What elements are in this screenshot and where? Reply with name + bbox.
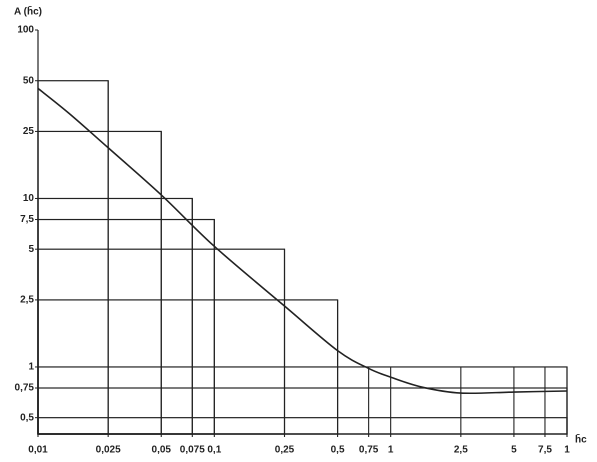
- y-tick-label: 0,75: [15, 383, 35, 394]
- y-tick-label: 0,5: [20, 412, 34, 423]
- x-tick-label: 0,1: [207, 445, 221, 456]
- x-tick-label: 0,01: [28, 445, 48, 456]
- step: [37, 197, 193, 435]
- y-tick-label: 7,5: [20, 214, 34, 225]
- step: [37, 80, 109, 435]
- x-tick-label: 0,75: [359, 445, 379, 456]
- y-tick-label: 100: [17, 25, 34, 36]
- x-tick-label: 1: [564, 445, 570, 456]
- x-tick-label: 7,5: [538, 445, 552, 456]
- step: [37, 218, 215, 435]
- y-tick-label: 1: [28, 362, 34, 373]
- step: [37, 387, 568, 435]
- x-tick-label: 0,5: [331, 445, 345, 456]
- y-tick-label: 5: [28, 244, 34, 255]
- y-tick-label: 10: [23, 193, 35, 204]
- step: [37, 417, 568, 435]
- y-axis-label: A (h̄c): [14, 5, 42, 17]
- x-axis-label: h̄c: [575, 433, 587, 445]
- x-tick-label: 0,25: [275, 445, 295, 456]
- x-tick-label: 5: [511, 445, 517, 456]
- x-tick-label: 0,05: [152, 445, 172, 456]
- x-tick-label: 0,025: [96, 445, 121, 456]
- curve: [37, 87, 568, 395]
- step: [37, 130, 162, 435]
- step: [37, 366, 568, 435]
- x-tick-label: 0,075: [180, 445, 205, 456]
- x-tick-label: 2,5: [454, 445, 468, 456]
- y-tick-label: 50: [23, 75, 35, 86]
- y-tick-label: 2,5: [20, 295, 34, 306]
- y-tick-label: 25: [23, 126, 35, 137]
- x-tick-label: 1: [388, 445, 394, 456]
